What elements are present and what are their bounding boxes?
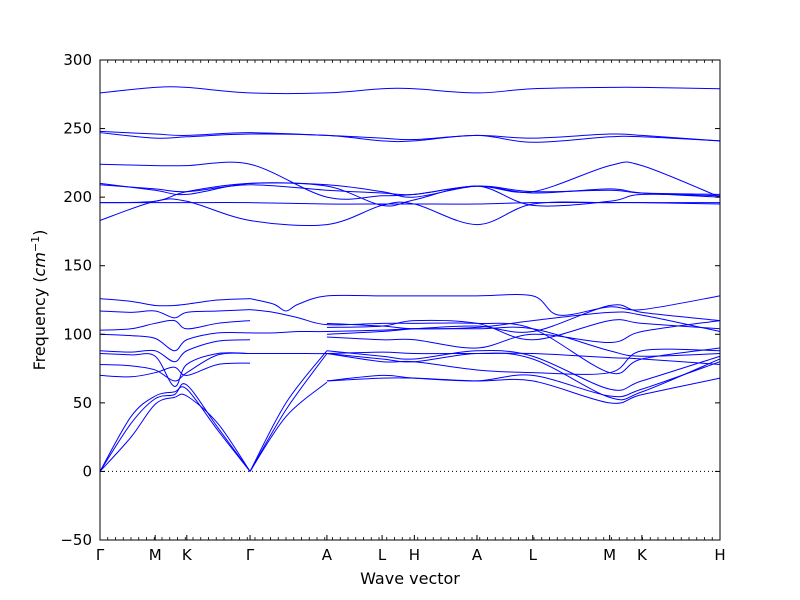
band-line-18 <box>249 293 721 316</box>
band-line-28 <box>99 86 721 95</box>
band-line-1 <box>99 383 251 472</box>
bands-group <box>99 86 721 472</box>
y-tick-label: 100 <box>63 325 92 343</box>
band-line-3 <box>99 393 251 472</box>
plot-frame <box>99 59 721 541</box>
band-line-6 <box>249 350 328 472</box>
band-line-20 <box>326 377 721 404</box>
band-line-12 <box>99 319 251 331</box>
band-line-32 <box>99 182 721 198</box>
band-line-30 <box>99 132 721 143</box>
band-line-27 <box>326 304 721 335</box>
band-line-26 <box>326 311 721 333</box>
y-ticks: −50 0 50 100 150 200 250 300 <box>60 51 720 549</box>
x-tick-label: K <box>182 546 193 564</box>
band-line-21 <box>326 352 721 401</box>
x-tick-label: A <box>322 546 333 564</box>
band-line-15 <box>250 351 721 365</box>
band-line-5 <box>249 353 328 472</box>
band-line-16 <box>250 326 721 357</box>
x-axis-label: Wave vector <box>360 569 460 588</box>
band-line-2 <box>99 386 251 472</box>
x-tick-label: M <box>603 546 616 564</box>
y-tick-label: 150 <box>63 257 92 275</box>
y-tick-label: −50 <box>60 531 92 549</box>
band-line-24 <box>326 320 721 349</box>
y-tick-label: 200 <box>63 188 92 206</box>
x-tick-label: H <box>714 546 725 564</box>
x-symmetry-lines <box>154 535 643 540</box>
y-tick-label: 250 <box>63 120 92 138</box>
y-axis-label: Frequency (cm−1) <box>29 230 50 371</box>
x-tick-label: A <box>472 546 483 564</box>
band-line-23 <box>326 348 721 375</box>
x-tick-label: L <box>378 546 387 564</box>
band-line-22 <box>326 350 721 391</box>
x-tick-label: Γ <box>96 546 105 564</box>
band-line-9 <box>99 352 251 387</box>
band-line-36 <box>99 198 720 227</box>
x-tick-label: L <box>529 546 538 564</box>
y-tick-label: 300 <box>63 51 92 69</box>
x-tick-label: K <box>637 546 648 564</box>
band-line-11 <box>99 331 251 352</box>
band-line-4 <box>249 381 328 472</box>
x-tick-label: Γ <box>246 546 255 564</box>
band-line-13 <box>99 309 251 319</box>
band-line-10 <box>99 339 251 363</box>
band-line-25 <box>326 319 721 341</box>
y-tick-label: 50 <box>73 394 92 412</box>
x-tick-label: M <box>149 546 162 564</box>
x-tick-label: H <box>409 546 420 564</box>
y-tick-label: 0 <box>82 462 92 480</box>
band-line-7 <box>99 362 251 378</box>
band-line-29 <box>99 130 721 142</box>
band-line-14 <box>99 298 251 307</box>
band-line-19 <box>326 361 721 398</box>
band-line-17 <box>249 309 721 375</box>
band-line-8 <box>99 352 251 382</box>
